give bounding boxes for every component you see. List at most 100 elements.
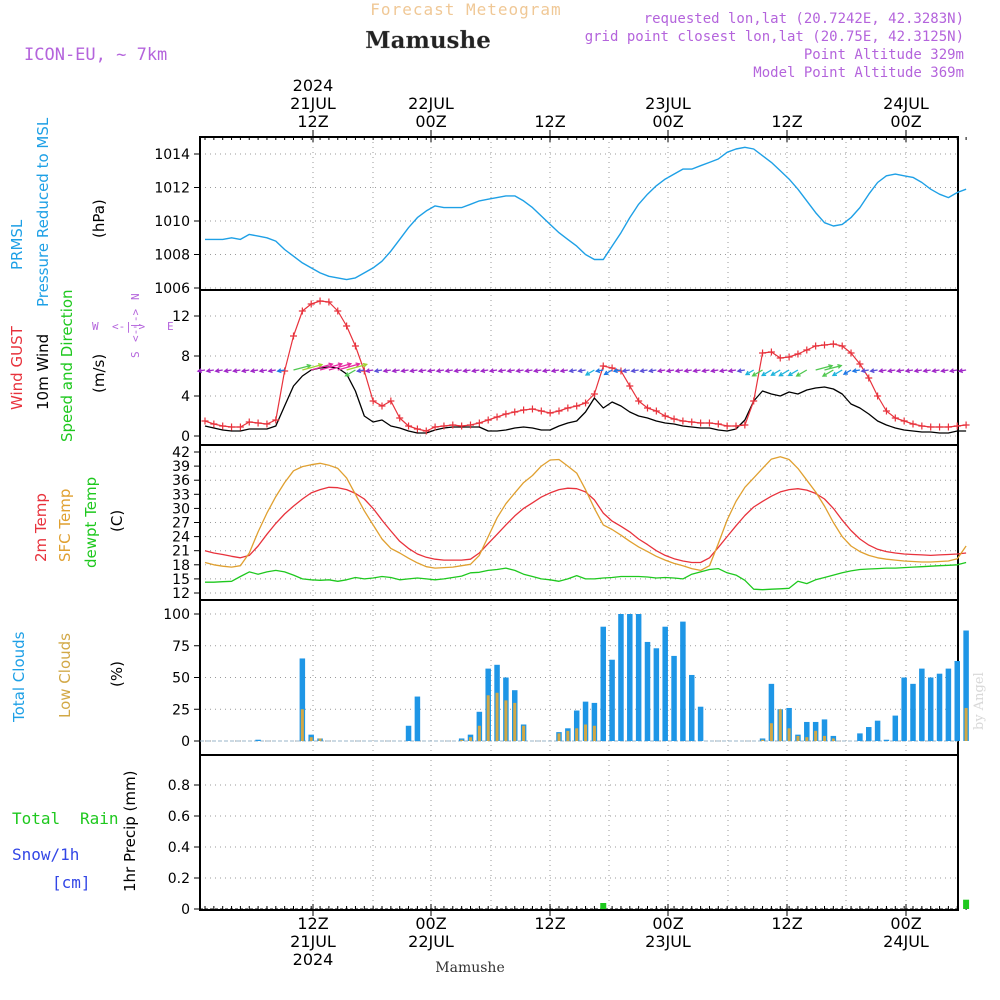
- pressure-panel: 1006 1008 1010 1012 1014: [154, 136, 959, 297]
- wind-arrow-head: [594, 368, 601, 374]
- pressure-label-prmsl: PRMSL: [8, 219, 26, 270]
- bottom-time-label: 2024: [293, 950, 334, 969]
- wind-arrow-head: [223, 368, 229, 374]
- gust-marker: [343, 322, 351, 330]
- wind-arrow-head: [276, 368, 282, 374]
- gust-marker: [511, 408, 519, 416]
- gust-marker: [723, 422, 731, 430]
- temp-labels: 2m Temp SFC Temp dewpt Temp (C): [32, 477, 126, 568]
- wind-direction-arrow: [345, 369, 356, 377]
- wind-direction-arrow: [824, 364, 842, 371]
- gust-marker: [803, 346, 811, 354]
- gust-marker: [838, 342, 846, 350]
- total-cloud-bar: [573, 710, 580, 741]
- low-cloud-bar: [805, 737, 809, 741]
- gust-marker: [316, 297, 324, 305]
- wind-direction-arrow: [293, 364, 311, 371]
- gust-marker: [201, 417, 209, 425]
- wind-arrow-head: [568, 368, 574, 374]
- wind-panel: 0 4 8 12: [172, 289, 959, 446]
- bottom-time-label: 22JUL: [408, 932, 454, 951]
- wind-arrow-head: [364, 368, 371, 374]
- precip-frame: [199, 754, 959, 911]
- wind-arrow-head: [196, 368, 202, 374]
- wind-arrow-head: [214, 368, 220, 374]
- model-altitude: Model Point Altitude 369m: [753, 65, 964, 81]
- wind-arrow-head: [851, 368, 857, 374]
- total-cloud-bar: [910, 683, 916, 741]
- compass-north: N: [129, 293, 142, 300]
- gust-marker: [785, 353, 793, 361]
- gust-marker: [307, 300, 315, 308]
- rain-bar: [963, 899, 970, 909]
- gust-marker: [714, 420, 722, 428]
- wind-arrow-head: [701, 368, 707, 374]
- gust-marker: [599, 362, 607, 370]
- wind-arrow-head: [462, 368, 468, 374]
- gust-marker: [697, 419, 705, 427]
- gust-marker: [847, 349, 855, 357]
- wind-direction-arrow: [346, 363, 367, 371]
- gust-marker: [953, 422, 961, 430]
- wind-direction-arrow: [822, 369, 834, 377]
- temp-ytick-label: 15: [172, 572, 190, 588]
- temp-ytick-label: 12: [172, 586, 190, 602]
- top-time-label: 00Z: [415, 112, 446, 131]
- total-cloud-bar: [945, 668, 952, 741]
- low-cloud-bar: [557, 733, 561, 741]
- top-time-label: 22JUL: [408, 94, 454, 113]
- wind-arrow-head: [373, 368, 379, 374]
- wind-arrow-head: [760, 371, 767, 377]
- low-cloud-bar: [831, 738, 835, 741]
- wind-dir-label: Speed and Direction: [58, 289, 76, 442]
- wind-ytick-label: 0: [181, 429, 190, 445]
- gust-marker: [396, 414, 404, 422]
- wind-direction-arrow: [302, 363, 323, 371]
- gust-marker: [493, 413, 501, 421]
- low-cloud-bar: [592, 725, 596, 741]
- wind-arrow-head: [656, 368, 663, 374]
- gust-marker: [272, 416, 280, 424]
- low-cloud-bar: [761, 739, 765, 741]
- total-cloud-bar: [591, 702, 598, 741]
- gust-marker: [449, 421, 457, 429]
- total-cloud-bar: [627, 614, 633, 741]
- gust-marker: [705, 419, 713, 427]
- low-cloud-bar: [469, 737, 472, 741]
- gust-marker: [520, 406, 528, 414]
- gust-marker: [821, 341, 828, 349]
- wind-arrow-head: [913, 368, 919, 374]
- gust-marker: [298, 307, 306, 315]
- wind-arrow-head: [541, 368, 548, 374]
- gust-marker: [909, 420, 917, 428]
- total-cloud-bar: [954, 660, 960, 741]
- gust-marker: [900, 417, 908, 425]
- total-cloud-bar: [653, 648, 660, 741]
- temp-ytick-label: 30: [172, 501, 190, 517]
- wind-arrow-head: [232, 368, 238, 374]
- total-cloud-bar: [804, 721, 810, 741]
- dewpt-label: dewpt Temp: [82, 477, 100, 568]
- total-cloud-bar: [901, 677, 907, 741]
- top-time-label: 12Z: [771, 112, 802, 131]
- total-cloud-bar: [883, 739, 890, 741]
- low-cloud-bar: [769, 723, 773, 741]
- wind-arrow-head: [444, 368, 450, 374]
- clouds-ytick-label: 75: [172, 639, 190, 655]
- wind-arrow-head: [417, 368, 424, 374]
- wind-arrow-head: [488, 368, 495, 374]
- wind-arrow-head: [831, 371, 837, 377]
- gust-marker: [431, 423, 439, 431]
- product-title: Forecast Meteogram: [370, 0, 561, 19]
- total-cloud-bar: [414, 696, 421, 741]
- gust-marker: [564, 404, 572, 412]
- wind-arrow-head: [860, 368, 866, 374]
- cloud-labels: Total Clouds Low Clouds (%): [10, 631, 126, 723]
- low-cloud-bar: [318, 738, 322, 741]
- wind-arrow-head: [584, 371, 591, 376]
- wind-arrow-head: [878, 368, 884, 374]
- wind-arrow-head: [828, 364, 834, 369]
- low-cloud-bar: [495, 692, 499, 741]
- gust-marker: [467, 421, 474, 429]
- wind-arrow-head: [922, 368, 928, 374]
